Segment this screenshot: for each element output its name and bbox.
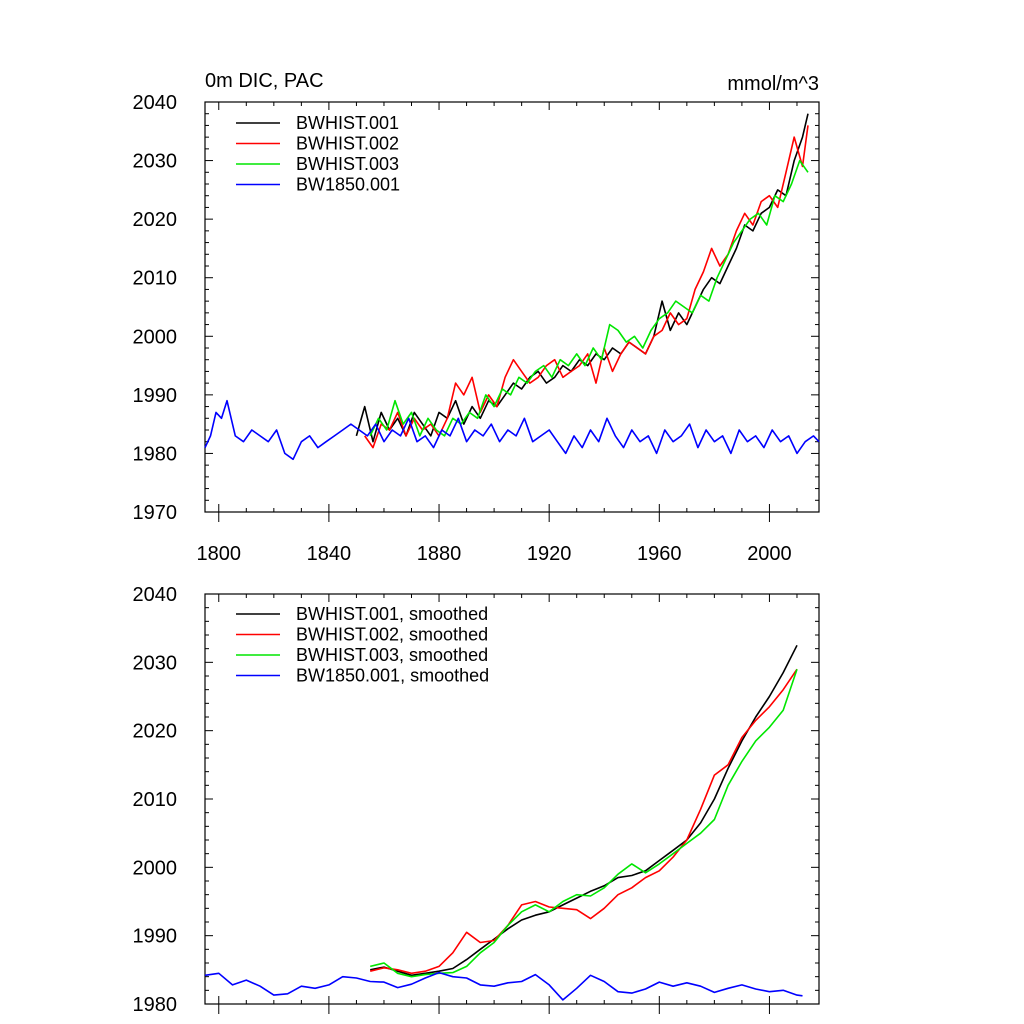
legend-label: BW1850.001, smoothed [296, 666, 489, 686]
series-line-1 [355, 113, 809, 443]
y-tick-label: 1980 [133, 994, 178, 1016]
legend-label: BWHIST.001, smoothed [296, 604, 488, 624]
series-line-4 [204, 399, 820, 461]
y-tick-label: 2040 [133, 92, 178, 114]
series-line-1 [370, 644, 798, 977]
y-tick-label: 2000 [133, 326, 178, 348]
plot-frame [204, 101, 820, 513]
y-tick-label: 2020 [133, 209, 178, 231]
series-line-2 [364, 125, 809, 449]
y-tick-label: 1980 [133, 443, 178, 465]
chart-panel-top: 0m DIC, PAC mmol/m^3 1800 1840 1880 1920 196… [133, 70, 820, 565]
y-tick-label: 2030 [133, 151, 178, 173]
legend-label: BWHIST.002 [296, 134, 399, 154]
series-line-2 [370, 668, 798, 975]
series-line-3 [370, 668, 798, 978]
y-tick-label: 1970 [133, 502, 178, 524]
legend-label: BWHIST.002, smoothed [296, 625, 488, 645]
series-line-4 [204, 971, 803, 1001]
x-tick-label: 1880 [417, 543, 462, 565]
chart-units: mmol/m^3 [727, 73, 819, 95]
legend-label: BWHIST.001 [296, 113, 399, 133]
x-tick-label: 1960 [637, 543, 682, 565]
legend-label: BWHIST.003 [296, 154, 399, 174]
x-tick-label: 1920 [527, 543, 572, 565]
y-tick-label: 2040 [133, 584, 178, 606]
y-tick-label: 2010 [133, 268, 178, 290]
x-tick-label: 1800 [197, 543, 242, 565]
legend-label: BWHIST.003, smoothed [296, 645, 488, 665]
y-tick-label: 2000 [133, 857, 178, 879]
series-line-3 [369, 159, 809, 437]
y-tick-label: 1990 [133, 385, 178, 407]
y-tick-label: 2010 [133, 789, 178, 811]
x-tick-label: 2000 [747, 543, 792, 565]
x-tick-label: 1840 [307, 543, 352, 565]
y-tick-label: 2020 [133, 721, 178, 743]
y-tick-label: 2030 [133, 652, 178, 674]
y-tick-label: 1990 [133, 926, 178, 948]
chart-panel-bottom: 1980 1990 2000 2010 2020 2030 2040 BWHIST.001, … [133, 584, 820, 1016]
chart-title: 0m DIC, PAC [205, 70, 324, 92]
legend-label: BW1850.001 [296, 175, 400, 195]
